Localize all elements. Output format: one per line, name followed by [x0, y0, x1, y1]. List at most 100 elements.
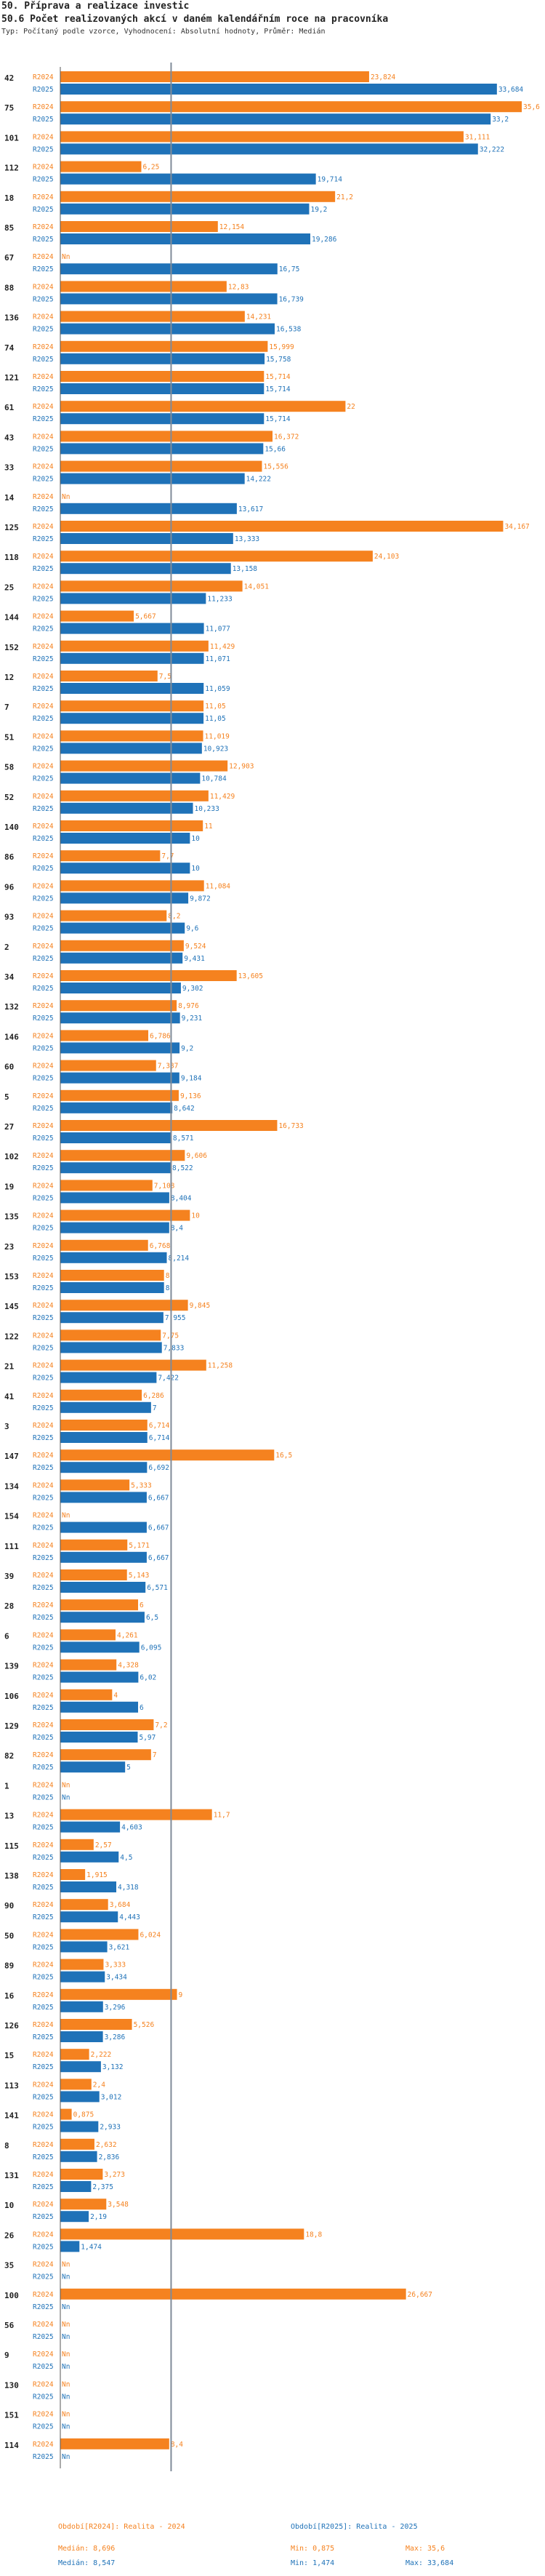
missing-label: Nn [62, 1781, 70, 1789]
value-label: 4,603 [121, 1824, 142, 1832]
value-label: 11,059 [205, 685, 230, 693]
series-tag: R2024 [33, 1332, 54, 1340]
bar-r2024 [60, 551, 373, 562]
group-label: 75 [4, 103, 14, 113]
bar-r2024 [60, 401, 346, 412]
series-tag: R2024 [33, 613, 54, 621]
value-label: 0,875 [73, 2111, 94, 2119]
bar-r2024 [60, 2169, 103, 2180]
series-tag: R2024 [33, 2051, 54, 2059]
bar-r2024 [60, 1988, 177, 2000]
group-label: 106 [4, 1692, 19, 1701]
bar-r2025 [60, 1222, 169, 1233]
missing-label: Nn [62, 2321, 70, 2329]
bar-r2025 [60, 503, 237, 514]
series-tag: R2024 [33, 1542, 54, 1550]
bar-r2025 [60, 833, 190, 844]
series-tag: R2025 [33, 2153, 54, 2161]
bar-r2024 [60, 671, 158, 681]
value-label: 15,714 [265, 385, 291, 393]
group-label: 121 [4, 373, 19, 383]
chart-info: Typ: Počítaný podle vzorce, Vyhodnocení:… [1, 28, 326, 36]
series-tag: R2025 [33, 1194, 54, 1202]
value-label: 11,7 [214, 1812, 230, 1820]
series-tag: R2025 [33, 2124, 54, 2132]
value-label: 8 [166, 1284, 170, 1292]
group-label: 67 [4, 253, 14, 263]
series-tag: R2025 [33, 1255, 54, 1263]
bar-r2024 [60, 131, 464, 143]
missing-label: Nn [62, 2261, 70, 2269]
series-tag: R2024 [33, 1512, 54, 1520]
bar-r2025 [60, 533, 233, 544]
series-tag: R2025 [33, 1734, 54, 1742]
series-tag: R2025 [33, 1344, 54, 1352]
group-label: 2 [4, 943, 9, 952]
bar-r2024 [60, 1000, 177, 1012]
group-label: 52 [4, 793, 14, 802]
bar-r2024 [60, 970, 237, 981]
chart-title: 50.6 Počet realizovaných akcí v daném ka… [1, 14, 389, 25]
series-tag: R2024 [33, 793, 54, 801]
group-label: 134 [4, 1481, 19, 1491]
value-label: 6,5 [146, 1614, 158, 1622]
group-label: 33 [4, 463, 14, 473]
series-tag: R2024 [33, 1662, 54, 1670]
group-label: 86 [4, 852, 15, 862]
value-label: 33,2 [492, 116, 509, 124]
value-label: 6 [140, 1704, 144, 1712]
series-tag: R2024 [33, 1302, 54, 1310]
bar-r2025 [60, 922, 185, 934]
group-label: 13 [4, 1812, 14, 1821]
series-tag: R2024 [33, 732, 54, 740]
series-tag: R2024 [33, 1631, 54, 1639]
series-tag: R2024 [33, 433, 54, 441]
value-label: 7,7 [161, 852, 174, 860]
group-label: 18 [4, 193, 14, 203]
series-tag: R2024 [33, 2081, 54, 2089]
series-tag: R2025 [33, 775, 54, 783]
value-label: 15,66 [265, 445, 286, 453]
value-label: 1,915 [86, 1871, 108, 1879]
bar-r2025 [60, 2121, 99, 2132]
value-label: 9,136 [180, 1092, 201, 1100]
series-tag: R2024 [33, 1452, 54, 1460]
bar-r2025 [60, 1971, 105, 1983]
series-tag: R2024 [33, 1063, 54, 1071]
bar-r2024 [60, 1929, 139, 1940]
value-label: 16,75 [279, 265, 300, 273]
group-label: 151 [4, 2411, 19, 2420]
bar-r2025 [60, 203, 310, 215]
bar-r2025 [60, 1312, 164, 1324]
value-label: 3,296 [105, 2004, 126, 2012]
series-tag: R2024 [33, 2231, 54, 2239]
bar-r2024 [60, 521, 504, 532]
series-tag: R2024 [33, 1721, 54, 1729]
series-tag: R2024 [33, 2441, 54, 2449]
series-tag: R2024 [33, 133, 54, 141]
bar-r2025 [60, 233, 311, 244]
series-tag: R2025 [33, 1674, 54, 1682]
bar-r2024 [60, 1089, 179, 1101]
group-label: 8 [4, 2141, 9, 2151]
bar-r2024 [60, 880, 204, 892]
bar-r2025 [60, 263, 278, 275]
stat-max-2024: Max: 35,6 [405, 2545, 445, 2553]
value-label: 9,2 [181, 1044, 193, 1052]
value-label: 8,642 [174, 1105, 195, 1113]
bar-r2024 [60, 101, 522, 113]
group-label: 144 [4, 613, 19, 623]
group-label: 56 [4, 2321, 15, 2330]
bar-r2024 [60, 1030, 149, 1041]
bar-r2025 [60, 353, 265, 364]
group-label: 85 [4, 223, 14, 233]
series-tag: R2024 [33, 73, 54, 81]
value-label: 19,286 [312, 236, 337, 244]
series-tag: R2024 [33, 2171, 54, 2179]
bar-r2024 [60, 1569, 127, 1580]
bar-r2025 [60, 1252, 167, 1263]
bar-r2024 [60, 1300, 188, 1311]
value-label: 6,667 [148, 1554, 169, 1562]
series-tag: R2024 [33, 2261, 54, 2269]
value-label: 35,6 [523, 103, 540, 111]
